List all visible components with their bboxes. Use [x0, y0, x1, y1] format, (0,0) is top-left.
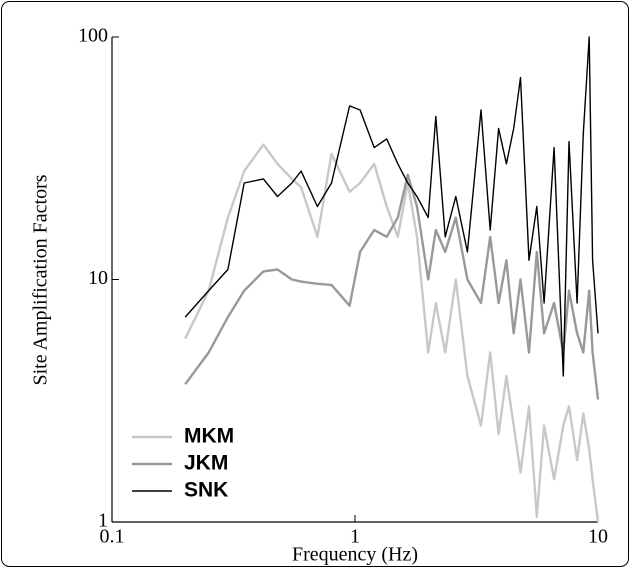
y-tick-label: 100 — [78, 25, 108, 47]
x-tick-label: 10 — [588, 526, 608, 548]
y-tick-label: 1 — [98, 510, 108, 532]
series-line — [184, 173, 600, 400]
series-line — [184, 143, 600, 523]
legend-label: SNK — [184, 479, 228, 502]
legend-label: JKM — [184, 452, 228, 475]
series-line — [184, 36, 599, 377]
legend-label: MKM — [184, 425, 234, 448]
x-tick-label: 0.1 — [100, 526, 125, 548]
x-tick-label: 1 — [350, 526, 360, 548]
y-tick-label: 10 — [88, 267, 108, 289]
y-axis-label: Site Amplification Factors — [30, 174, 52, 385]
x-axis-label: Frequency (Hz) — [292, 544, 418, 566]
